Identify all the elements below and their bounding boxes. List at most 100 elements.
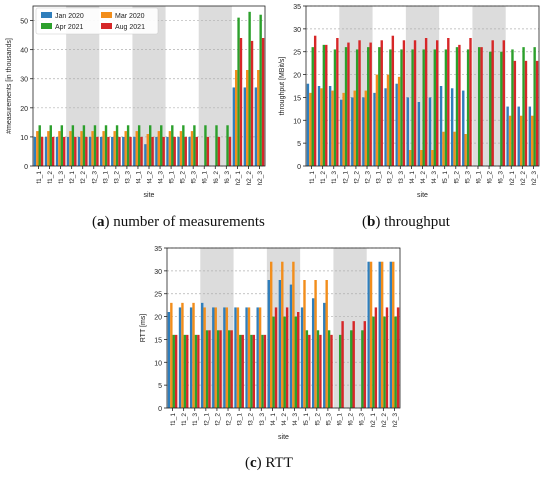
bar [77,136,81,166]
bar [190,131,194,166]
y-tick-label: 50 [20,19,28,26]
bar [385,307,389,408]
x-tick-label: f1_2 [47,171,54,184]
bar [342,92,345,166]
legend-swatch [101,12,112,18]
bar [374,307,378,408]
bar [247,307,251,408]
bar [204,125,207,166]
bar [308,334,311,408]
bar [168,131,172,166]
bar [263,334,267,408]
bar [100,136,103,166]
bar [113,131,116,166]
x-tick-label: f4_2 [147,171,154,184]
bar [453,131,456,166]
legend-swatch [41,12,52,18]
legend-entry: Mar 2020 [115,13,145,20]
bar [375,74,379,166]
bar [85,136,88,166]
bar [167,312,171,408]
y-tick-label: 35 [293,4,301,11]
x-tick-label: f5_2 [453,171,460,184]
x-tick-label: h2_2 [520,171,527,186]
x-tick-label: f4_3 [431,171,438,184]
bar [528,106,532,166]
bar [367,47,370,167]
bar [303,280,306,408]
bar [444,49,448,166]
bar [369,261,373,408]
x-tick-label: f5_3 [191,171,198,184]
bar [330,334,333,408]
x-tick-label: f2_2 [214,413,221,426]
x-tick-label: f3_3 [398,171,405,184]
x-tick-label: h2_3 [531,171,538,186]
bar [248,11,251,167]
bar [63,136,66,166]
bar [151,136,154,166]
bar [447,38,450,166]
x-tick-label: f3_3 [259,413,266,426]
x-tick-label: f3_1 [376,171,383,184]
bar [322,44,326,166]
x-tick-label: f1_1 [36,171,43,184]
bar [124,131,127,166]
y-tick-label: 25 [293,50,301,57]
bar [340,99,343,166]
x-tick-label: f1_1 [170,413,177,426]
bar [352,321,355,408]
bar [129,136,132,166]
bar [491,40,494,166]
bar [285,307,289,408]
bar [391,35,395,166]
bar [519,115,523,166]
bar [306,83,310,166]
bar [272,316,275,408]
x-tick-label: f4_2 [420,171,427,184]
bar [353,90,356,166]
bar [232,87,235,166]
bar [74,136,77,166]
bar [347,42,350,167]
bar [194,334,198,408]
x-tick-label: f4_3 [158,171,165,184]
bar [237,17,240,166]
x-axis-label: site [144,192,155,199]
x-tick-label: f6_3 [224,171,231,184]
bar [455,47,459,167]
bar [524,60,528,166]
y-tick-label: 35 [154,246,162,253]
bar [328,86,332,166]
y-tick-label: 10 [20,135,28,142]
x-tick-label: f4_1 [135,171,142,184]
x-tick-label: f2_3 [91,171,98,184]
bar [239,38,243,166]
bar [320,88,323,166]
bar [162,136,165,166]
bar [55,136,59,166]
bar [111,136,114,166]
bar [236,307,240,408]
bar [511,49,514,166]
x-tick-label: f6_2 [348,413,355,426]
bar [508,115,512,166]
bar [363,321,366,408]
bar [259,14,262,166]
bar [367,261,370,408]
bar [49,125,52,166]
bar [311,298,315,408]
x-tick-label: f1_3 [192,413,199,426]
bar [188,136,191,166]
bar [216,330,220,408]
legend-entry: Aug 2021 [115,24,145,31]
bar [146,134,149,166]
bar [500,51,503,166]
bar [408,150,412,166]
legend-swatch [101,23,112,29]
y-tick-label: 25 [154,292,162,299]
legend-entry: Apr 2021 [55,24,84,31]
y-tick-label: 5 [297,141,301,148]
bar [380,40,383,166]
